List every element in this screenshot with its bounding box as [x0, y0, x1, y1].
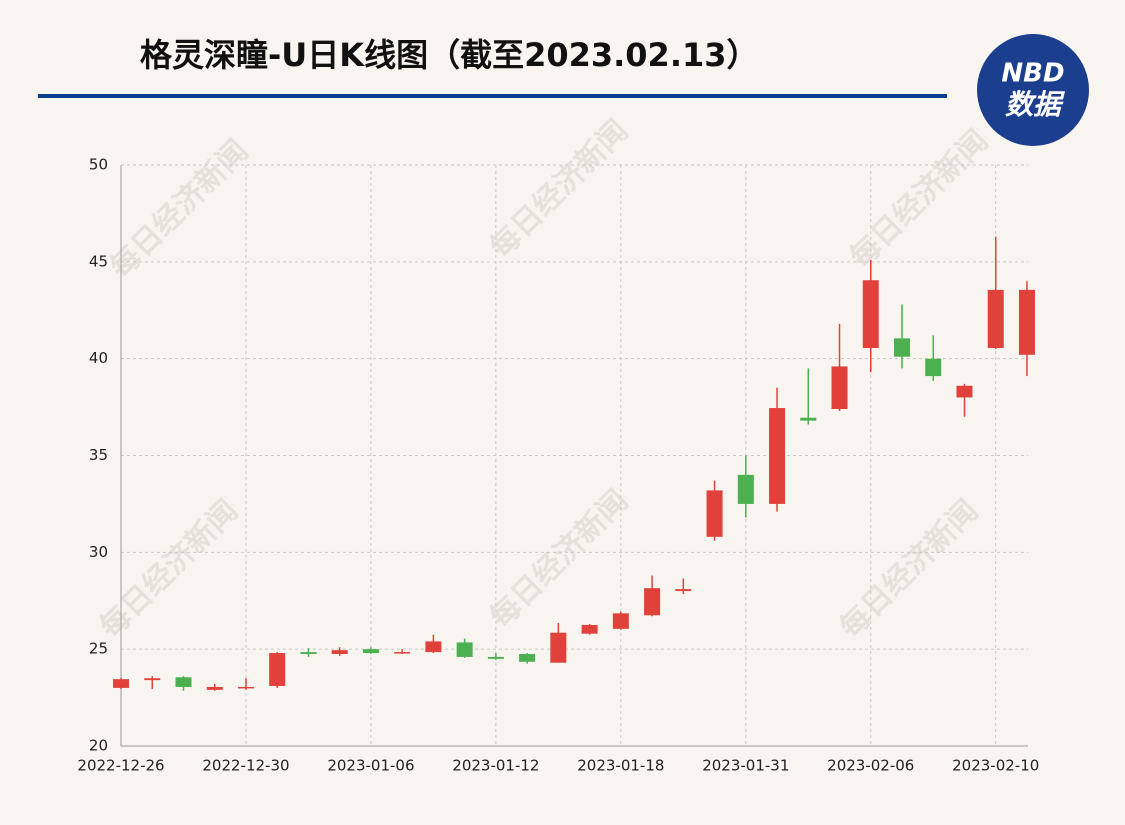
candle-body — [394, 652, 411, 654]
y-tick-label: 40 — [89, 349, 108, 367]
candle-body — [987, 289, 1004, 349]
y-tick-label: 35 — [89, 446, 108, 464]
candle-body — [800, 417, 817, 421]
candle-body — [894, 338, 910, 357]
candle-body — [831, 366, 848, 410]
candle-body — [581, 624, 598, 634]
candle-body — [675, 589, 692, 592]
x-tick-label: 2023-01-31 — [702, 757, 789, 775]
candle-body — [925, 358, 942, 377]
y-tick-label: 50 — [89, 156, 108, 174]
x-tick-label: 2023-01-18 — [577, 757, 664, 775]
candle-body — [300, 652, 317, 655]
chart-title: 格灵深瞳-U日K线图（截至2023.02.13） — [140, 36, 759, 74]
x-tick-label: 2023-02-06 — [827, 757, 914, 775]
candle-body — [769, 408, 786, 504]
candle-body — [362, 649, 379, 654]
logo-circle — [977, 34, 1089, 146]
candle-body — [175, 677, 192, 687]
candle-body — [612, 613, 629, 629]
x-tick-label: 2023-02-10 — [952, 757, 1039, 775]
x-tick-label: 2023-01-06 — [327, 757, 414, 775]
logo-top: NBD — [1001, 59, 1064, 89]
title-rule — [38, 94, 947, 98]
candle-body — [1018, 289, 1035, 355]
candle-body — [206, 686, 223, 690]
x-tick-label: 2023-01-12 — [452, 757, 539, 775]
candle-body — [706, 490, 723, 537]
candle-body — [737, 474, 754, 504]
candle-body — [550, 632, 567, 663]
logo-bottom: 数据 — [1005, 88, 1066, 121]
candle-body — [956, 385, 973, 398]
candle-body — [237, 686, 254, 689]
candle-body — [113, 679, 129, 688]
candle-body — [425, 641, 442, 653]
candle-body — [644, 588, 661, 616]
candle-body — [144, 678, 161, 681]
y-tick-label: 20 — [89, 737, 108, 755]
candle-body — [487, 656, 504, 659]
x-tick-label: 2022-12-30 — [202, 757, 289, 775]
x-tick-label: 2022-12-26 — [77, 757, 164, 775]
y-tick-label: 25 — [89, 640, 108, 658]
y-tick-label: 30 — [89, 543, 108, 561]
candle-body — [331, 650, 348, 655]
plot: 20 25 30 35 40 45 50 2022-12-26 2022-12-30 2023-0… — [77, 156, 1039, 775]
y-tick-label: 45 — [89, 252, 108, 270]
candle-body — [456, 642, 473, 657]
candle-body — [862, 280, 879, 349]
candle-body — [519, 654, 536, 662]
candle-body — [269, 653, 286, 686]
